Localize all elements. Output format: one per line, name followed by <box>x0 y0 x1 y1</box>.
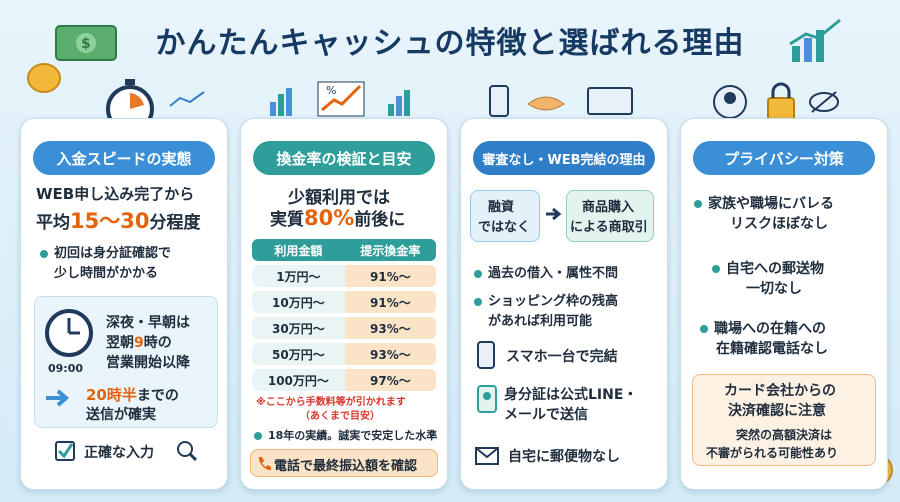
table-row: 30万円〜 93%〜 <box>252 317 436 339</box>
not-loan-b: ではなく <box>478 220 531 235</box>
table-row: 100万円〜 97%〜 <box>252 369 436 391</box>
speed-line2-pre: 平均 <box>36 213 70 233</box>
col-amount-header: 利用金額 <box>252 239 345 261</box>
svg-text:%: % <box>326 84 336 97</box>
product-purchase-b: による商取引 <box>570 220 648 235</box>
not-loan-a: 融資 <box>488 200 515 215</box>
table-row: 50万円〜 93%〜 <box>252 343 436 365</box>
arrow-right-icon <box>46 389 70 407</box>
fee-note-b: （あくまで目安） <box>300 411 380 422</box>
rate-cell: 97%〜 <box>344 369 436 391</box>
track-record: 18年の実績。誠実で安定した水準 <box>254 427 437 443</box>
rate-table-head: 利用金額 提示換金率 <box>252 239 436 261</box>
smartphone-icon <box>477 341 495 369</box>
arrow-right-icon <box>546 207 562 221</box>
accurate-input: 正確な入力 <box>84 445 154 461</box>
amount-cell: 30万円〜 <box>252 317 345 339</box>
privacy-b2-b: 一切なし <box>746 281 802 297</box>
card-warning-box <box>692 374 876 466</box>
phone-confirm: 電話で最終振込額を確認 <box>274 459 418 474</box>
id-submit-a: 身分証は公式LINE・ <box>504 387 638 403</box>
warning-d: 不審がられる可能性あり <box>706 446 839 460</box>
table-row: 1万円〜 91%〜 <box>252 265 436 287</box>
privacy-b1-a: 家族や職場にバレる <box>694 193 834 213</box>
amount-cell: 100万円〜 <box>252 369 345 391</box>
privacy-b2-a: 自宅への郵送物 <box>712 258 824 278</box>
amount-cell: 50万円〜 <box>252 343 345 365</box>
sent-b: 送信が確実 <box>86 407 156 423</box>
coin-icon <box>27 63 61 93</box>
id-card-icon <box>477 385 497 413</box>
rate-cell: 91%〜 <box>344 291 436 313</box>
shopping-limit-b: があれば利用可能 <box>488 314 593 329</box>
speed-highlight: 15〜30 <box>70 209 150 233</box>
no-history-check: 過去の借入・属性不問 <box>474 262 618 281</box>
product-purchase-box <box>566 190 654 242</box>
fee-note-a: ※ここから手数料等が引かれます <box>256 397 406 408</box>
night-b: 翌朝9時の <box>106 332 172 352</box>
amount-cell: 10万円〜 <box>252 291 345 313</box>
night-b-post: 時の <box>143 335 172 351</box>
rate-table: 利用金額 提示換金率 1万円〜 91%〜 10万円〜 91%〜 30万円〜 93%〜 … <box>252 235 436 395</box>
bar-chart-icon <box>789 18 841 62</box>
page-title: かんたんキャッシュの特徴と選ばれる理由 <box>155 26 745 61</box>
growth-chart-icon: % <box>270 81 410 117</box>
night-b-highlight: 9 <box>134 335 144 351</box>
rate-line1: 少額利用では <box>288 188 390 208</box>
phone-confirm-box <box>250 449 438 477</box>
phone-only: スマホ一台で完結 <box>506 349 618 365</box>
speed-bullet-b: 少し時間がかかる <box>54 266 159 281</box>
warning-a: カード会社からの <box>724 383 836 399</box>
checkbox-icon <box>55 441 75 461</box>
warning-b: 決済確認に注意 <box>728 403 826 419</box>
no-mail: 自宅に郵便物なし <box>508 449 620 465</box>
amount-cell: 1万円〜 <box>252 265 345 287</box>
shopping-limit-a: ショッピング枠の残高 <box>474 290 618 309</box>
warning-c: 突然の高額決済は <box>736 428 833 442</box>
rate-highlight: 80% <box>304 206 355 230</box>
night-b-pre: 翌朝 <box>106 335 134 351</box>
not-loan-box <box>470 190 540 242</box>
night-a: 深夜・早朝は <box>106 315 190 331</box>
privacy-icons <box>713 82 839 121</box>
clock-icon <box>45 309 93 357</box>
rate-cell: 93%〜 <box>344 317 436 339</box>
svg-text:$: $ <box>81 36 91 52</box>
clock-time: 09:00 <box>48 362 84 375</box>
magnifier-icon <box>177 441 198 462</box>
sent-highlight: 20時半 <box>86 386 137 404</box>
no-screening-header: 審査なし・WEB完結の理由 <box>473 141 655 175</box>
col-rate-header: 提示換金率 <box>344 239 436 261</box>
speed-line2-post: 分程度 <box>149 213 201 233</box>
speed-line1: WEB申し込み完了から <box>36 185 195 203</box>
rate-cell: 93%〜 <box>344 343 436 365</box>
id-submit-b: メールで送信 <box>504 407 588 423</box>
rate-line2-post: 前後に <box>354 210 406 230</box>
mail-icon <box>475 447 499 465</box>
sent-post: までの <box>136 388 179 404</box>
speed-bullet-a: 初回は身分証確認で <box>40 242 171 261</box>
table-row: 10万円〜 91%〜 <box>252 291 436 313</box>
sent-a: 20時半までの <box>86 384 179 405</box>
rate-line2: 実質80%前後に <box>270 205 405 230</box>
handshake-icon <box>489 85 633 117</box>
product-purchase-a: 商品購入 <box>582 200 635 215</box>
privacy-b3-b: 在籍確認電話なし <box>716 341 828 357</box>
phone-icon <box>259 457 271 470</box>
night-c: 営業開始以降 <box>106 355 190 371</box>
line-chart-icon <box>169 91 205 107</box>
rate-cell: 91%〜 <box>344 265 436 287</box>
money-bill-icon: $ <box>55 25 117 61</box>
privacy-header: プライバシー対策 <box>693 141 875 175</box>
rate-header: 換金率の検証と目安 <box>253 141 435 175</box>
speed-header: 入金スピードの実態 <box>33 141 215 175</box>
privacy-b1-b: リスクほぼなし <box>730 216 828 232</box>
privacy-b3-a: 職場への在籍への <box>700 318 826 338</box>
speed-line2: 平均15〜30分程度 <box>36 205 200 235</box>
rate-line2-pre: 実質 <box>270 210 304 230</box>
